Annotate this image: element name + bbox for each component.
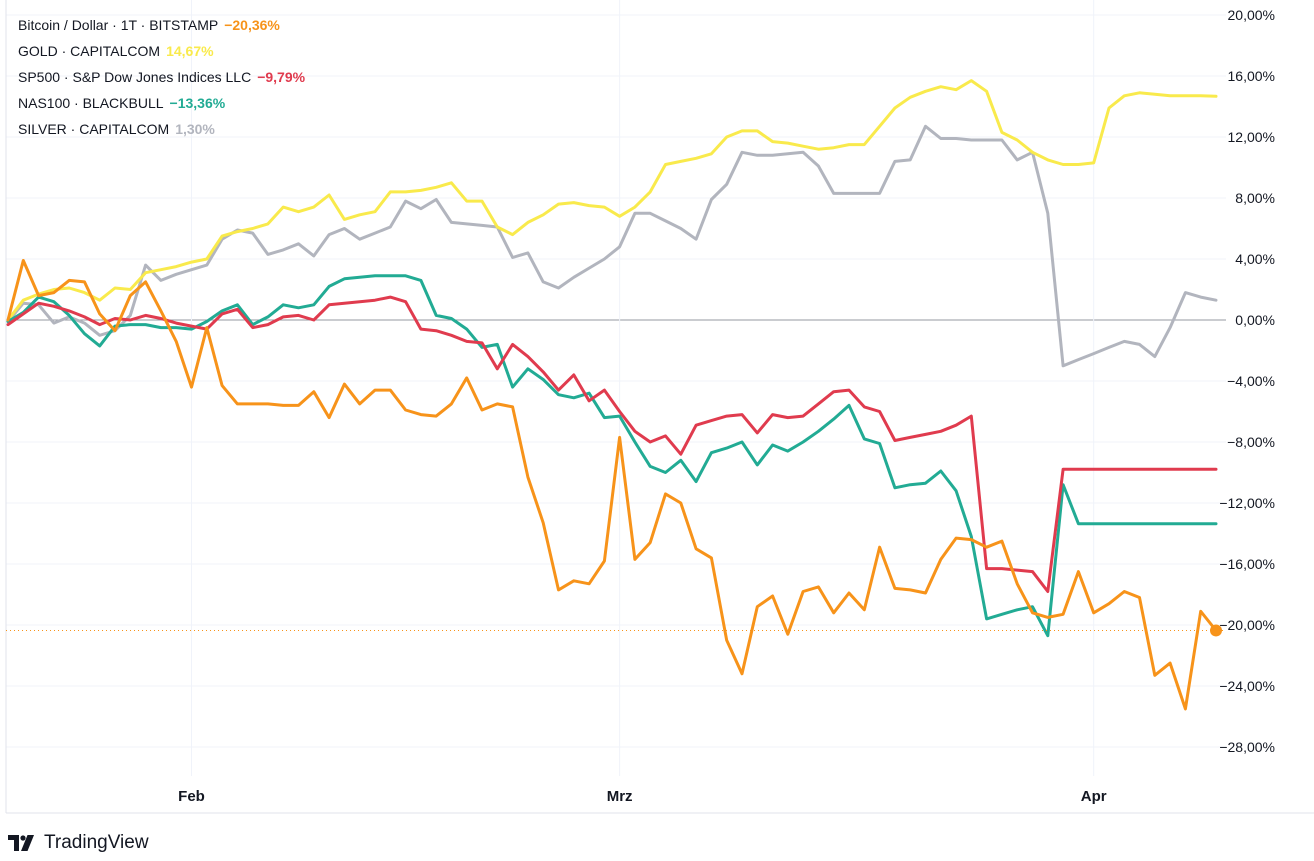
legend: Bitcoin / Dollar · 1T · BITSTAMP −20,36% G…	[18, 12, 305, 142]
legend-series-value: −9,79%	[257, 69, 306, 85]
x-tick-label: Mrz	[607, 788, 633, 805]
legend-series-value: 1,30%	[175, 121, 215, 137]
legend-series-name: NAS100 · BLACKBULL	[18, 95, 164, 111]
brand[interactable]: TradingView	[8, 830, 149, 856]
legend-entry[interactable]: SILVER · CAPITALCOM 1,30%	[18, 116, 305, 142]
y-tick-label: −28,00%	[1219, 739, 1275, 755]
legend-series-name: GOLD · CAPITALCOM	[18, 43, 161, 59]
y-tick-label: −12,00%	[1219, 495, 1275, 511]
y-tick-label: 8,00%	[1235, 190, 1275, 206]
y-tick-label: 12,00%	[1228, 129, 1275, 145]
x-tick-label: Feb	[178, 788, 205, 805]
y-tick-label: 0,00%	[1235, 312, 1275, 328]
legend-series-value: −13,36%	[169, 95, 226, 111]
series-line	[6, 259, 1218, 711]
series-line	[6, 295, 1218, 593]
legend-series-name: SILVER · CAPITALCOM	[18, 121, 170, 137]
y-tick-label: 4,00%	[1235, 251, 1275, 267]
legend-series-name: SP500 · S&P Dow Jones Indices LLC	[18, 69, 252, 85]
series-layer	[6, 79, 1226, 711]
y-tick-label: −24,00%	[1219, 678, 1275, 694]
y-tick-label: −20,00%	[1219, 617, 1275, 633]
y-tick-label: 16,00%	[1228, 68, 1275, 84]
y-tick-label: −4,00%	[1227, 373, 1275, 389]
y-axis: 20,00% 16,00% 12,00% 8,00% 4,00% 0,00% −4,00% −…	[1219, 7, 1275, 755]
x-axis: Feb Mrz Apr	[178, 788, 1107, 805]
legend-series-value: 14,67%	[166, 43, 214, 59]
legend-entry[interactable]: GOLD · CAPITALCOM 14,67%	[18, 38, 305, 64]
y-tick-label: −16,00%	[1219, 556, 1275, 572]
legend-entry[interactable]: Bitcoin / Dollar · 1T · BITSTAMP −20,36%	[18, 12, 305, 38]
legend-entry[interactable]: SP500 · S&P Dow Jones Indices LLC −9,79%	[18, 64, 305, 90]
legend-series-value: −20,36%	[224, 17, 280, 33]
legend-entry[interactable]: NAS100 · BLACKBULL −13,36%	[18, 90, 305, 116]
series-line	[6, 79, 1218, 322]
last-value-marker	[1210, 624, 1222, 637]
y-tick-label: 20,00%	[1228, 7, 1275, 23]
series-line	[6, 124, 1218, 368]
tradingview-logo-icon	[8, 835, 34, 851]
legend-series-name: Bitcoin / Dollar · 1T · BITSTAMP	[18, 17, 219, 33]
x-tick-label: Apr	[1081, 788, 1107, 805]
series-line	[6, 274, 1218, 638]
brand-name: TradingView	[44, 832, 149, 853]
y-tick-label: −8,00%	[1227, 434, 1275, 450]
